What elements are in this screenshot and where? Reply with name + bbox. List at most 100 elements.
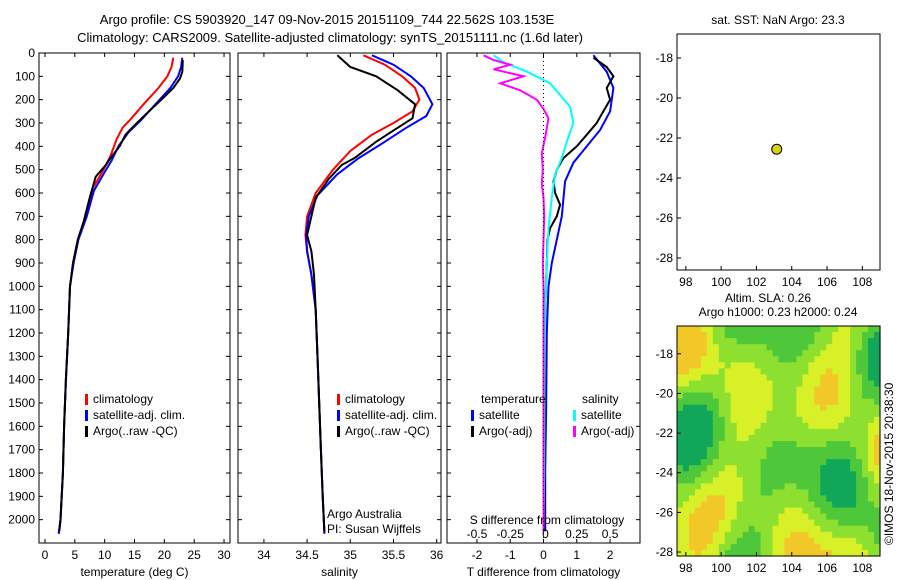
heatmap-cell	[868, 489, 875, 497]
heatmap-cell	[766, 380, 774, 388]
heatmap-cell	[802, 477, 809, 484]
heatmap-cell	[742, 368, 750, 376]
heatmap-cell	[677, 326, 684, 333]
x-tick-label: 10	[98, 548, 112, 562]
heatmap-cell	[682, 441, 690, 448]
heatmap-cell	[700, 447, 708, 454]
heatmap-cell	[677, 362, 684, 369]
sla-title-2: Argo h1000: 0.23 h2000: 0.24	[699, 305, 858, 319]
heatmap-cell	[772, 434, 780, 442]
heatmap-cell	[688, 332, 696, 339]
heatmap-cell	[868, 519, 875, 527]
heatmap-cell	[838, 350, 845, 357]
heatmap-cell	[796, 392, 803, 400]
heatmap-cell	[688, 350, 696, 357]
heatmap-cell	[802, 326, 809, 333]
heatmap-cell	[844, 398, 851, 406]
heatmap-cell	[838, 453, 845, 460]
heatmap-cell	[772, 368, 780, 376]
heatmap-cell	[730, 549, 738, 557]
heatmap-cell	[694, 543, 702, 551]
heatmap-cell	[700, 356, 708, 363]
heatmap-cell	[808, 465, 815, 472]
heatmap-cell	[724, 338, 732, 345]
heatmap-cell	[748, 477, 756, 484]
heatmap-cell	[790, 483, 798, 491]
heatmap-cell	[682, 380, 690, 388]
heatmap-cell	[688, 404, 696, 412]
heatmap-cell	[694, 434, 702, 442]
heatmap-cell	[874, 350, 881, 357]
heatmap-cell	[784, 350, 792, 357]
heatmap-cell	[730, 332, 738, 339]
heatmap-cell	[862, 368, 869, 376]
heatmap-cell	[772, 356, 780, 363]
heatmap-cell	[694, 513, 702, 521]
heatmap-cell	[760, 453, 768, 460]
y-tick-label: 0	[28, 46, 35, 60]
heatmap-cell	[754, 441, 762, 448]
heatmap-cell	[784, 543, 792, 551]
heatmap-cell	[760, 374, 768, 382]
heatmap-cell	[718, 495, 726, 503]
heatmap-cell	[814, 332, 821, 339]
heatmap-cell	[838, 513, 845, 521]
heatmap-cell	[772, 495, 780, 503]
heatmap-cell	[700, 501, 708, 509]
heatmap-cell	[808, 471, 815, 478]
heatmap-cell	[778, 513, 786, 521]
heatmap-cell	[838, 531, 845, 539]
heatmap-cell	[760, 465, 768, 472]
heatmap-cell	[862, 338, 869, 345]
heatmap-cell	[742, 519, 750, 527]
heatmap-cell	[808, 489, 815, 497]
heatmap-cell	[808, 404, 815, 412]
legend-label: satellite-adj. clim.	[93, 408, 185, 422]
heatmap-cell	[808, 525, 815, 533]
heatmap-cell	[766, 501, 774, 509]
heatmap-cell	[766, 350, 774, 357]
heatmap-cell	[677, 543, 684, 551]
heatmap-cell	[838, 392, 845, 400]
heatmap-cell	[820, 422, 827, 430]
heatmap-cell	[718, 350, 726, 357]
heatmap-cell	[802, 453, 809, 460]
heatmap-cell	[844, 543, 851, 551]
heatmap-cell	[748, 447, 756, 454]
heatmap-cell	[868, 531, 875, 539]
heatmap-cell	[682, 465, 690, 472]
heatmap-cell	[826, 513, 833, 521]
heatmap-cell	[694, 459, 702, 466]
heatmap-cell	[814, 422, 821, 430]
heatmap-cell	[838, 410, 845, 418]
heatmap-cell	[850, 398, 857, 406]
heatmap-cell	[850, 483, 857, 491]
heatmap-cell	[826, 434, 833, 442]
heatmap-cell	[826, 404, 833, 412]
heatmap-cell	[790, 537, 798, 545]
heatmap-cell	[772, 380, 780, 388]
heatmap-cell	[796, 416, 803, 424]
heatmap-cell	[706, 513, 714, 521]
heatmap-cell	[694, 471, 702, 478]
heatmap-cell	[874, 519, 881, 527]
heatmap-cell	[814, 531, 821, 539]
heatmap-cell	[826, 398, 833, 406]
heatmap-cell	[790, 489, 798, 497]
heatmap-cell	[844, 368, 851, 376]
heatmap-cell	[694, 362, 702, 369]
heatmap-cell	[694, 428, 702, 436]
heatmap-cell	[694, 368, 702, 376]
x-tick-label: 30	[217, 548, 231, 562]
heatmap-cell	[706, 326, 714, 333]
heatmap-cell	[802, 344, 809, 351]
heatmap-cell	[748, 362, 756, 369]
heatmap-cell	[796, 410, 803, 418]
heatmap-cell	[838, 477, 845, 484]
heatmap-cell	[760, 344, 768, 351]
heatmap-cell	[802, 392, 809, 400]
heatmap-cell	[790, 338, 798, 345]
heatmap-cell	[814, 453, 821, 460]
